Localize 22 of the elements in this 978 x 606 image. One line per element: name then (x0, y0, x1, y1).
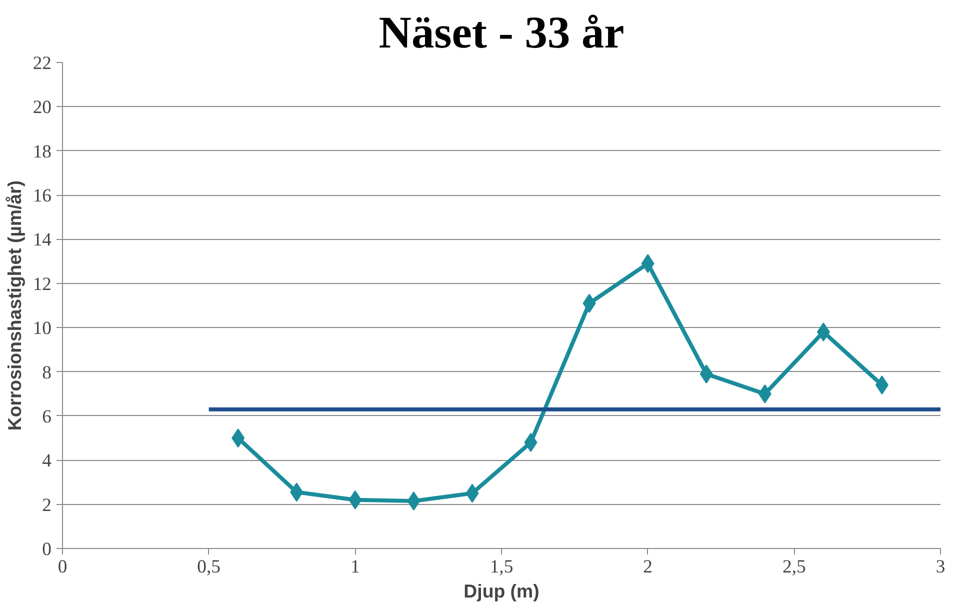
y-tick-label: 16 (32, 186, 52, 207)
x-tick-label: 1,5 (490, 556, 514, 578)
x-tick-label: 3 (936, 556, 946, 578)
y-tick-label: 6 (42, 406, 52, 428)
y-tick-label: 4 (42, 450, 52, 472)
y-tick-label: 18 (32, 141, 52, 162)
x-axis-title: Djup (m) (464, 580, 540, 602)
y-tick-label: 12 (32, 274, 52, 295)
x-tick-label: 2 (643, 556, 652, 578)
y-axis-title: Korrosionshastighet (µm/år) (4, 180, 25, 431)
x-tick-label: 2,5 (782, 556, 806, 578)
y-tick-label: 22 (32, 53, 52, 74)
y-tick-label: 20 (32, 97, 52, 118)
x-tick-label: 0,5 (197, 556, 220, 578)
x-tick-label: 1 (350, 556, 360, 578)
y-tick-label: 10 (32, 318, 52, 340)
y-tick-label: 14 (32, 230, 52, 251)
chart-title: Näset - 33 år (378, 8, 624, 58)
x-tick-label: 0 (58, 556, 68, 578)
y-tick-label: 0 (42, 539, 52, 560)
y-tick-label: 8 (42, 362, 52, 384)
y-tick-label: 2 (42, 494, 52, 516)
